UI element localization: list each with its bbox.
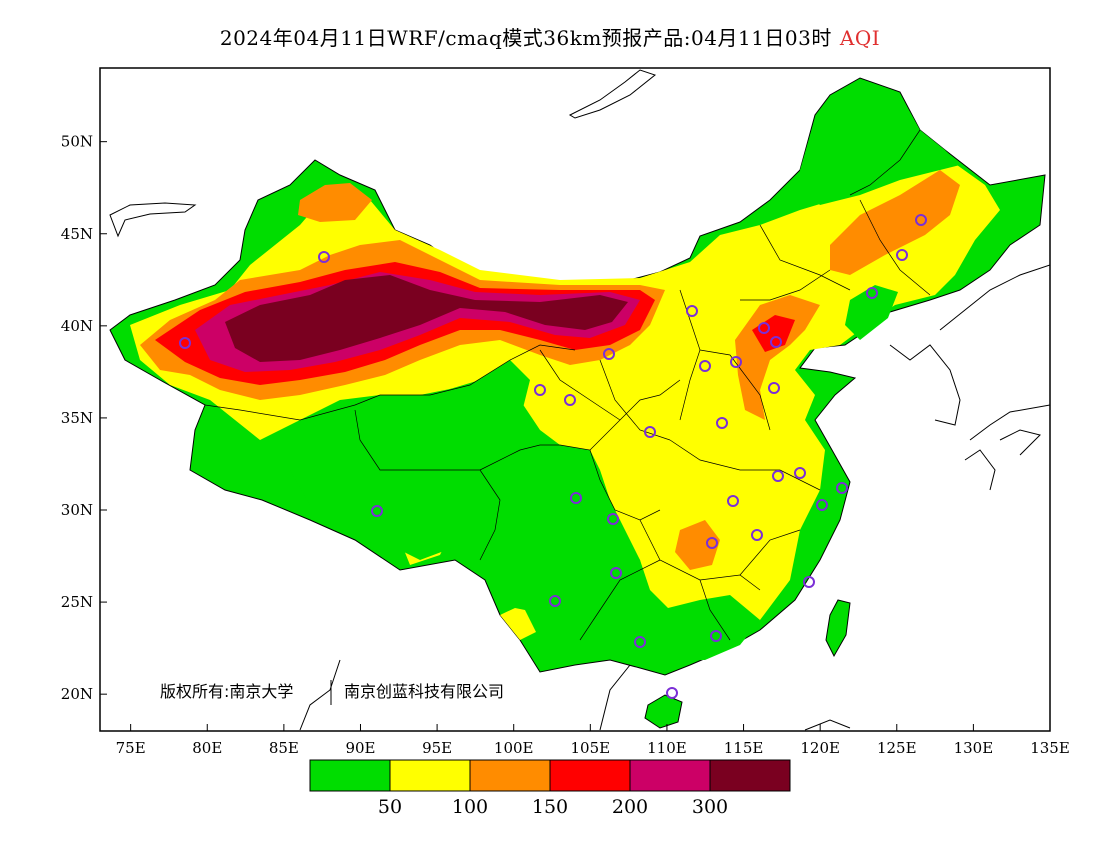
lon-tick-label: 95E bbox=[422, 739, 452, 757]
lon-tick-label: 75E bbox=[116, 739, 146, 757]
lon-tick-label: 110E bbox=[647, 739, 687, 757]
station-marker bbox=[686, 305, 698, 317]
station-marker bbox=[634, 636, 646, 648]
aqi-region-usg-northeast bbox=[830, 170, 960, 275]
station-marker bbox=[603, 348, 615, 360]
station-marker bbox=[706, 537, 718, 549]
aqi-legend: 50 100 150 200 300 bbox=[309, 759, 791, 818]
aqi-region-usg-beijing bbox=[735, 295, 820, 420]
station-marker bbox=[836, 482, 848, 494]
lat-tick-label: 25N bbox=[61, 593, 93, 611]
lon-tick-label: 120E bbox=[800, 739, 840, 757]
aqi-region-taiwan bbox=[825, 599, 851, 658]
lon-tick-label: 115E bbox=[724, 739, 764, 757]
lon-tick-label: 90E bbox=[345, 739, 375, 757]
legend-label: 300 bbox=[692, 796, 728, 818]
station-marker bbox=[371, 505, 383, 517]
aqi-region-good-south bbox=[650, 595, 760, 660]
legend-swatch bbox=[549, 759, 631, 792]
station-marker bbox=[549, 595, 561, 607]
aqi-region-usg-hunan bbox=[675, 520, 720, 570]
station-marker bbox=[770, 336, 782, 348]
legend-swatch bbox=[309, 759, 391, 792]
aqi-region-good-ne bbox=[800, 82, 960, 205]
station-marker bbox=[179, 337, 191, 349]
station-marker bbox=[710, 630, 722, 642]
station-marker bbox=[772, 470, 784, 482]
station-marker bbox=[318, 251, 330, 263]
station-markers bbox=[179, 214, 927, 699]
lat-tick-label: 40N bbox=[61, 317, 93, 335]
lon-tick-label: 80E bbox=[192, 739, 222, 757]
lon-tick-label: 105E bbox=[571, 739, 611, 757]
lon-tick-label: 100E bbox=[494, 739, 534, 757]
legend-swatch bbox=[469, 759, 551, 792]
legend-label: 50 bbox=[378, 796, 402, 818]
station-marker bbox=[758, 322, 770, 334]
aqi-region-hainan bbox=[644, 694, 683, 729]
aqi-region-unhealthy-tianjin bbox=[752, 315, 795, 352]
map-frame bbox=[99, 67, 1051, 732]
station-marker bbox=[607, 513, 619, 525]
lon-tick-label: 135E bbox=[1030, 739, 1070, 757]
lon-tick-label: 130E bbox=[954, 739, 994, 757]
station-marker bbox=[803, 576, 815, 588]
lat-tick-label: 30N bbox=[61, 501, 93, 519]
lat-tick-label: 45N bbox=[61, 225, 93, 243]
station-marker bbox=[610, 567, 622, 579]
legend-label: 200 bbox=[612, 796, 648, 818]
aqi-region-good-liaodong bbox=[845, 285, 898, 340]
copyright-left: 版权所有:南京大学 bbox=[160, 682, 293, 701]
axis-ticks: 75E 80E 85E 90E 95E 100E 105E 110E 115E 120E 125E 1… bbox=[61, 133, 1070, 757]
legend-swatch bbox=[709, 759, 791, 792]
station-marker bbox=[534, 384, 546, 396]
station-marker bbox=[730, 356, 742, 368]
station-marker bbox=[727, 495, 739, 507]
legend-label: 100 bbox=[452, 796, 488, 818]
legend-label: 150 bbox=[532, 796, 568, 818]
lat-tick-label: 50N bbox=[61, 133, 93, 151]
map-field bbox=[109, 69, 1050, 731]
aqi-region-usg-jungar bbox=[298, 183, 372, 222]
station-marker bbox=[716, 417, 728, 429]
lat-tick-label: 20N bbox=[61, 685, 93, 703]
map-title: 2024年04月11日WRF/cmaq模式36km预报产品:04月11日03时 A… bbox=[0, 22, 1100, 51]
aqi-region-hazardous bbox=[225, 275, 628, 362]
station-marker bbox=[866, 287, 878, 299]
aqi-region-good-sw bbox=[290, 360, 650, 650]
station-marker bbox=[816, 499, 828, 511]
lon-tick-label: 85E bbox=[269, 739, 299, 757]
station-marker bbox=[915, 214, 927, 226]
station-marker bbox=[564, 394, 576, 406]
legend-swatch bbox=[389, 759, 471, 792]
station-marker bbox=[666, 687, 678, 699]
lat-tick-label: 35N bbox=[61, 409, 93, 427]
station-marker bbox=[644, 426, 656, 438]
legend-swatch bbox=[629, 759, 711, 792]
station-marker bbox=[896, 249, 908, 261]
station-marker bbox=[699, 360, 711, 372]
title-variable: AQI bbox=[839, 26, 881, 50]
neighbor-outlines bbox=[109, 69, 1050, 731]
station-marker bbox=[768, 382, 780, 394]
station-marker bbox=[751, 529, 763, 541]
station-marker bbox=[570, 492, 582, 504]
station-marker bbox=[794, 467, 806, 479]
title-main: 2024年04月11日WRF/cmaq模式36km预报产品:04月11日03时 bbox=[219, 26, 832, 50]
copyright-right: 南京创蓝科技有限公司 bbox=[344, 682, 504, 701]
lon-tick-label: 125E bbox=[877, 739, 917, 757]
